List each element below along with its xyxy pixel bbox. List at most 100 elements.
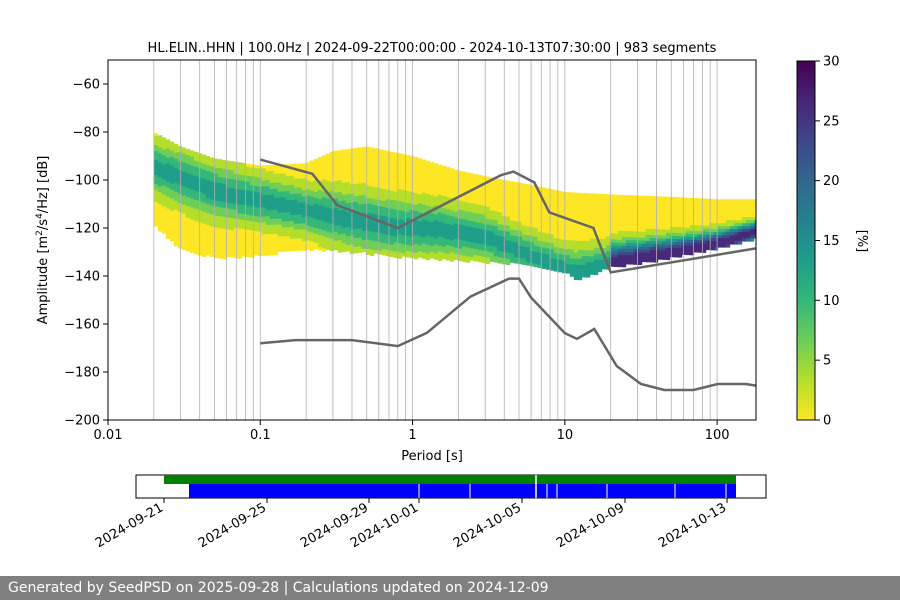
heatmap-cell bbox=[425, 163, 431, 168]
heatmap-cell bbox=[729, 238, 735, 242]
heatmap-cell bbox=[553, 223, 559, 227]
heatmap-cell bbox=[685, 227, 691, 232]
heatmap-cell bbox=[497, 218, 503, 222]
heatmap-cell bbox=[189, 189, 195, 193]
heatmap-cell bbox=[473, 258, 479, 262]
heatmap-cell bbox=[265, 219, 271, 223]
heatmap-cell bbox=[237, 180, 243, 184]
heatmap-cell bbox=[221, 231, 227, 236]
heatmap-cell bbox=[405, 212, 411, 216]
heatmap-cell bbox=[665, 205, 671, 210]
heatmap-cell bbox=[677, 239, 683, 243]
heatmap-cell bbox=[225, 247, 231, 251]
heatmap-cell bbox=[397, 174, 403, 178]
colorbar-label: [%] bbox=[854, 230, 869, 253]
heatmap-cell bbox=[281, 212, 287, 216]
heatmap-cell bbox=[261, 240, 267, 244]
heatmap-cell bbox=[381, 177, 387, 181]
heatmap-cell bbox=[281, 239, 287, 243]
heatmap-cell bbox=[453, 169, 459, 173]
heatmap-cell bbox=[465, 259, 471, 263]
heatmap-cell bbox=[645, 225, 651, 230]
heatmap-cell bbox=[345, 182, 351, 186]
heatmap-cell bbox=[249, 215, 255, 219]
heatmap-cell bbox=[641, 234, 647, 239]
heatmap-cell bbox=[389, 232, 395, 237]
timeline-tick-label: 2024-09-21 bbox=[93, 500, 166, 551]
heatmap-cell bbox=[465, 226, 471, 230]
heatmap-cell bbox=[205, 219, 211, 223]
heatmap-cell bbox=[353, 159, 359, 164]
heatmap-cell bbox=[209, 208, 215, 212]
heatmap-cell bbox=[565, 252, 571, 256]
heatmap-cell bbox=[569, 243, 575, 247]
heatmap-cell bbox=[301, 235, 307, 239]
heatmap-cell bbox=[445, 254, 451, 258]
heatmap-cell bbox=[669, 211, 675, 216]
heatmap-cell bbox=[241, 166, 247, 170]
heatmap-cell bbox=[753, 226, 756, 230]
heatmap-cell bbox=[249, 197, 255, 201]
heatmap-cell bbox=[157, 159, 163, 163]
heatmap-cell bbox=[481, 226, 487, 231]
heatmap-cell bbox=[245, 193, 251, 197]
heatmap-cell bbox=[217, 192, 223, 196]
heatmap-cell bbox=[525, 211, 531, 215]
heatmap-cell bbox=[473, 234, 479, 238]
heatmap-cell bbox=[357, 225, 363, 229]
heatmap-cell bbox=[417, 200, 423, 204]
heatmap-cell bbox=[701, 198, 707, 202]
heatmap-cell bbox=[713, 244, 719, 248]
heatmap-cell bbox=[497, 194, 503, 198]
heatmap-cell bbox=[357, 165, 363, 169]
heatmap-cell bbox=[205, 192, 211, 196]
heatmap-cell bbox=[681, 218, 687, 222]
heatmap-cell bbox=[229, 197, 235, 201]
heatmap-cell bbox=[201, 247, 207, 251]
heatmap-cell bbox=[453, 241, 459, 245]
heatmap-cell bbox=[473, 216, 479, 220]
heatmap-cell bbox=[553, 190, 559, 194]
heatmap-cell bbox=[641, 207, 647, 212]
heatmap-cell bbox=[665, 253, 671, 258]
heatmap-cell bbox=[669, 253, 675, 258]
heatmap-cell bbox=[381, 180, 387, 184]
heatmap-cell bbox=[749, 232, 755, 236]
heatmap-cell bbox=[345, 230, 351, 234]
heatmap-cell bbox=[457, 209, 463, 214]
heatmap-cell bbox=[477, 219, 483, 224]
heatmap-cell bbox=[633, 225, 639, 229]
heatmap-cell bbox=[497, 179, 503, 183]
heatmap-cell bbox=[597, 208, 603, 213]
heatmap-cell bbox=[241, 172, 247, 176]
heatmap-cell bbox=[509, 253, 515, 257]
heatmap-cell bbox=[157, 180, 163, 184]
heatmap-cell bbox=[313, 185, 319, 190]
heatmap-cell bbox=[621, 221, 627, 226]
heatmap-cell bbox=[633, 255, 639, 259]
heatmap-cell bbox=[505, 222, 511, 226]
heatmap-cell bbox=[361, 164, 367, 169]
heatmap-cell bbox=[489, 207, 495, 211]
heatmap-cell bbox=[385, 183, 391, 188]
heatmap-cell bbox=[493, 250, 499, 254]
heatmap-cell bbox=[277, 212, 283, 216]
heatmap-cell bbox=[597, 232, 603, 237]
heatmap-cell bbox=[169, 189, 175, 194]
heatmap-cell bbox=[261, 237, 267, 241]
heatmap-cell bbox=[433, 220, 439, 224]
heatmap-cell bbox=[557, 217, 563, 222]
heatmap-cell bbox=[205, 243, 211, 247]
heatmap-cell bbox=[181, 222, 187, 226]
heatmap-cell bbox=[701, 213, 707, 217]
heatmap-cell bbox=[541, 205, 547, 209]
heatmap-cell bbox=[173, 218, 179, 223]
heatmap-cell bbox=[609, 245, 615, 249]
heatmap-cell bbox=[221, 228, 227, 233]
heatmap-cell bbox=[497, 257, 503, 261]
heatmap-cell bbox=[617, 224, 623, 229]
colorbar-tick-label: 0 bbox=[823, 414, 831, 429]
heatmap-cell bbox=[405, 209, 411, 213]
heatmap-cell bbox=[409, 209, 415, 214]
heatmap-cell bbox=[589, 223, 595, 227]
